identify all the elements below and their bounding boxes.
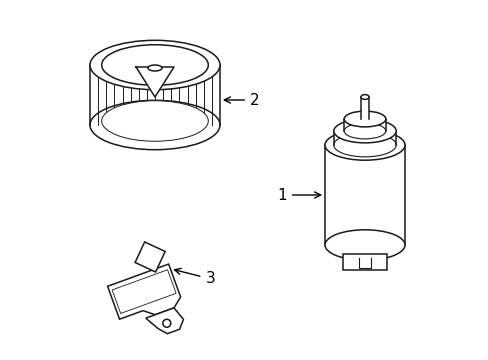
Polygon shape (107, 264, 180, 319)
Polygon shape (145, 308, 183, 334)
Polygon shape (135, 242, 165, 272)
Bar (325, 145, 404, 245)
Bar (90, 65, 220, 125)
Ellipse shape (333, 133, 395, 157)
Ellipse shape (325, 230, 404, 260)
Bar (342, 254, 386, 270)
Ellipse shape (360, 95, 368, 99)
Bar (333, 131, 395, 145)
Ellipse shape (102, 101, 208, 141)
Ellipse shape (344, 123, 385, 139)
Ellipse shape (148, 65, 162, 71)
Ellipse shape (325, 130, 404, 160)
Ellipse shape (344, 111, 385, 127)
Ellipse shape (333, 119, 395, 143)
Ellipse shape (102, 45, 208, 85)
Bar (344, 119, 385, 131)
Ellipse shape (90, 40, 220, 90)
Ellipse shape (163, 319, 170, 327)
Text: 1: 1 (277, 188, 320, 202)
Polygon shape (136, 67, 174, 97)
Text: 2: 2 (224, 93, 259, 108)
Bar (360, 97, 368, 119)
Ellipse shape (90, 100, 220, 150)
Text: 3: 3 (174, 268, 215, 286)
